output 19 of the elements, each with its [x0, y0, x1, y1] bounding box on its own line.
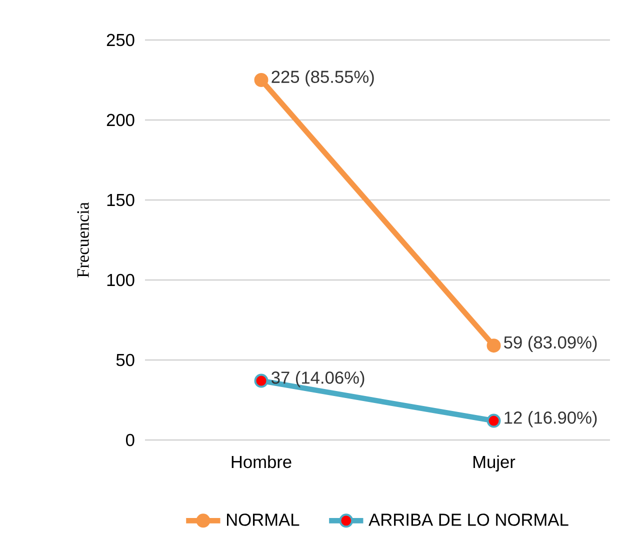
- point: [486, 338, 501, 353]
- y-tick-label: 0: [126, 434, 134, 446]
- y-axis-title: Frecuencia: [77, 202, 89, 278]
- point: [486, 414, 501, 428]
- x-tick-label: Hombre: [232, 455, 292, 468]
- y-tick-label: 250: [106, 34, 134, 46]
- data-label: 12 (16.90%): [504, 411, 597, 428]
- data-label: 225 (85.55%): [272, 70, 374, 86]
- y-tick-label: 150: [107, 194, 134, 206]
- y-tick-label: 200: [106, 114, 134, 126]
- y-tick-label: 50: [116, 354, 134, 366]
- legend-label: NORMAL: [227, 514, 300, 526]
- point: [254, 374, 268, 388]
- point: [254, 73, 268, 88]
- x-tick-label: Mujer: [474, 455, 516, 472]
- y-tick-label: 100: [107, 274, 134, 286]
- data-label: 59 (83.09%): [504, 336, 597, 352]
- legend-label: ARRIBA DE LO NORMAL: [368, 514, 568, 526]
- data-label: 37 (14.06%): [272, 371, 364, 388]
